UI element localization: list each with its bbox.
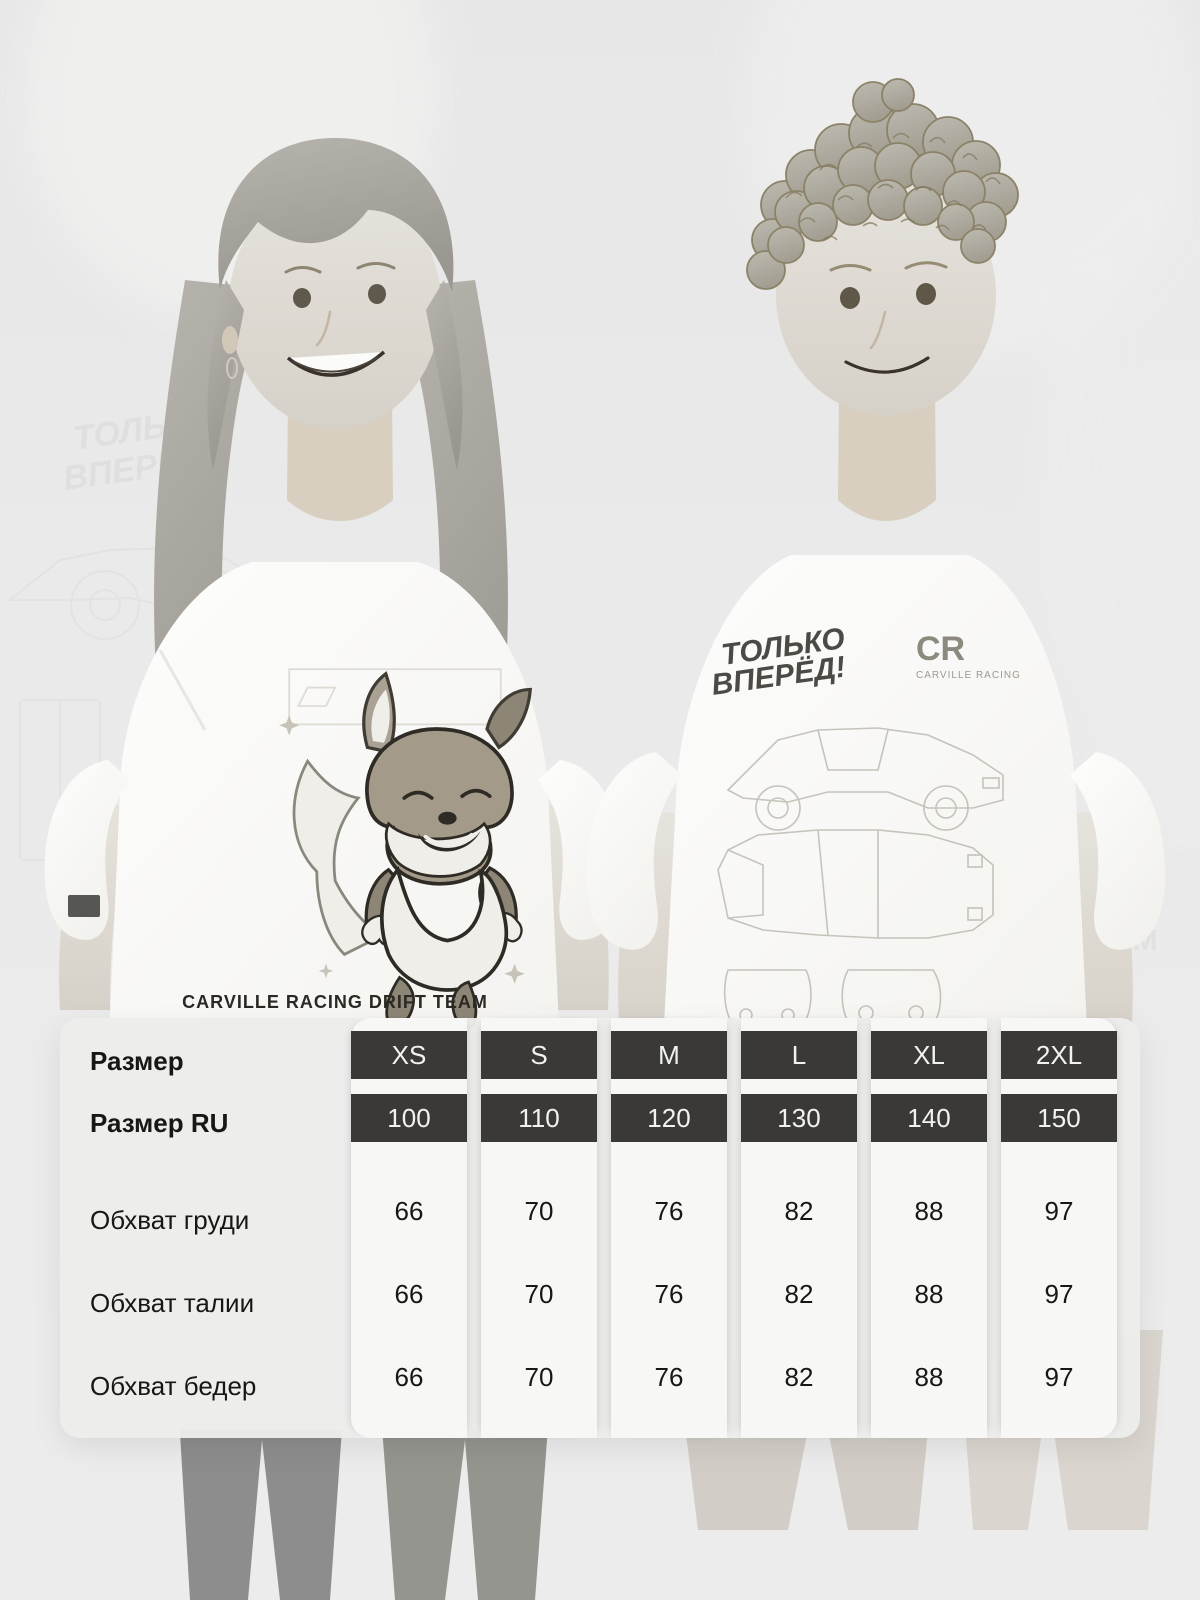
svg-text:CARVILLE RACING DRIFT TEAM: CARVILLE RACING DRIFT TEAM (182, 992, 488, 1012)
svg-text:CR: CR (916, 630, 965, 668)
svg-text:CARVILLE RACING: CARVILLE RACING (916, 670, 1021, 681)
